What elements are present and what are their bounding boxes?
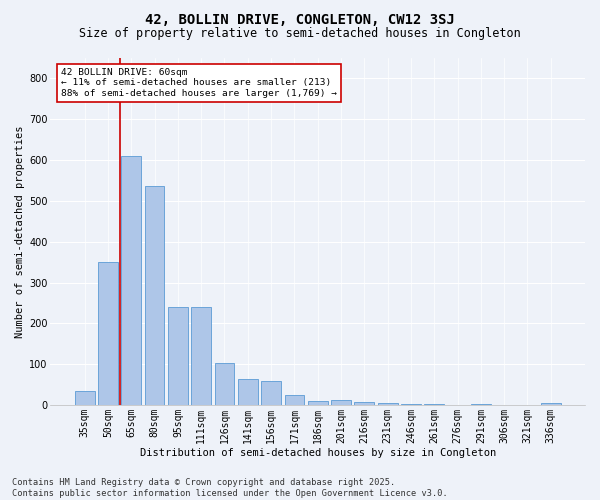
Bar: [238, 378, 258, 406]
Text: Contains HM Land Registry data © Crown copyright and database right 2025.
Contai: Contains HM Land Registry data © Crown c…: [12, 478, 448, 498]
Bar: [121, 156, 141, 406]
Bar: [471, 404, 491, 406]
Bar: [145, 186, 164, 406]
Bar: [401, 404, 421, 406]
Bar: [355, 402, 374, 406]
Bar: [331, 400, 351, 406]
Bar: [284, 395, 304, 406]
Bar: [75, 391, 95, 406]
Y-axis label: Number of semi-detached properties: Number of semi-detached properties: [15, 125, 25, 338]
Bar: [541, 404, 561, 406]
Bar: [191, 307, 211, 406]
Bar: [168, 307, 188, 406]
Text: Size of property relative to semi-detached houses in Congleton: Size of property relative to semi-detach…: [79, 28, 521, 40]
Bar: [215, 363, 235, 406]
X-axis label: Distribution of semi-detached houses by size in Congleton: Distribution of semi-detached houses by …: [140, 448, 496, 458]
Bar: [378, 404, 398, 406]
Bar: [308, 401, 328, 406]
Text: 42, BOLLIN DRIVE, CONGLETON, CW12 3SJ: 42, BOLLIN DRIVE, CONGLETON, CW12 3SJ: [145, 12, 455, 26]
Bar: [98, 262, 118, 406]
Text: 42 BOLLIN DRIVE: 60sqm
← 11% of semi-detached houses are smaller (213)
88% of se: 42 BOLLIN DRIVE: 60sqm ← 11% of semi-det…: [61, 68, 337, 98]
Bar: [261, 381, 281, 406]
Bar: [424, 404, 444, 406]
